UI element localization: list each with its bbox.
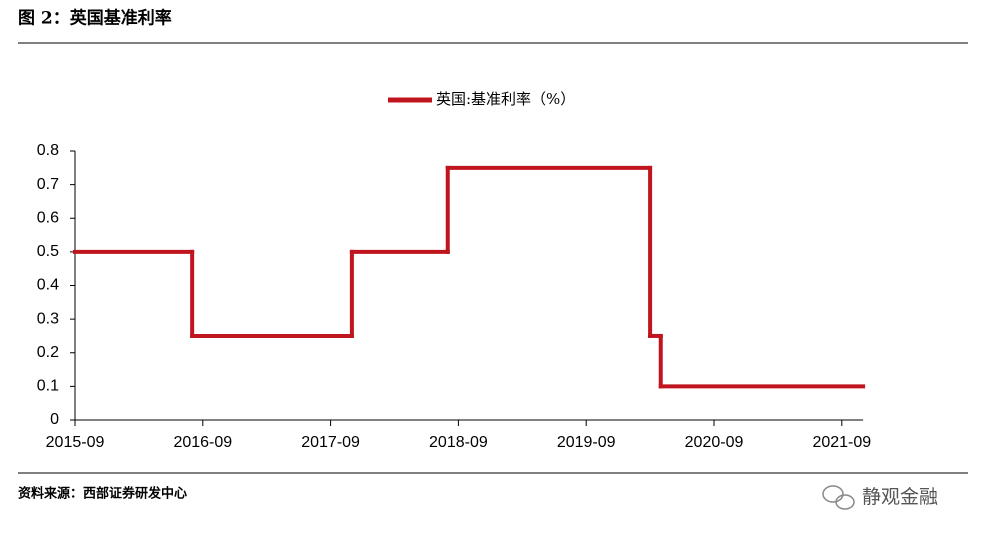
legend-label: 英国:基准利率（%） — [436, 90, 575, 108]
y-tick-label: 0.5 — [37, 243, 59, 260]
y-tick-label: 0.4 — [37, 277, 59, 294]
y-tick-label: 0 — [50, 411, 59, 428]
figure-title: 图 2：英国基准利率 — [18, 8, 172, 29]
x-tick-label: 2019-09 — [557, 434, 616, 451]
y-tick-label: 0.2 — [37, 344, 59, 361]
x-tick-label: 2016-09 — [173, 434, 232, 451]
y-tick-label: 0.6 — [37, 209, 59, 226]
x-tick-label: 2017-09 — [301, 434, 360, 451]
watermark-icon — [822, 485, 855, 510]
y-tick-label: 0.3 — [37, 310, 59, 327]
x-tick-label: 2021-09 — [812, 434, 871, 451]
watermark: 静观金融 — [862, 486, 938, 508]
x-tick-label: 2015-09 — [46, 434, 105, 451]
x-tick-label: 2020-09 — [685, 434, 744, 451]
x-tick-label: 2018-09 — [429, 434, 488, 451]
y-tick-label: 0.8 — [37, 142, 59, 159]
y-tick-label: 0.1 — [37, 378, 59, 395]
source-note: 资料来源：西部证券研发中心 — [18, 486, 187, 502]
y-tick-label: 0.7 — [37, 176, 59, 193]
